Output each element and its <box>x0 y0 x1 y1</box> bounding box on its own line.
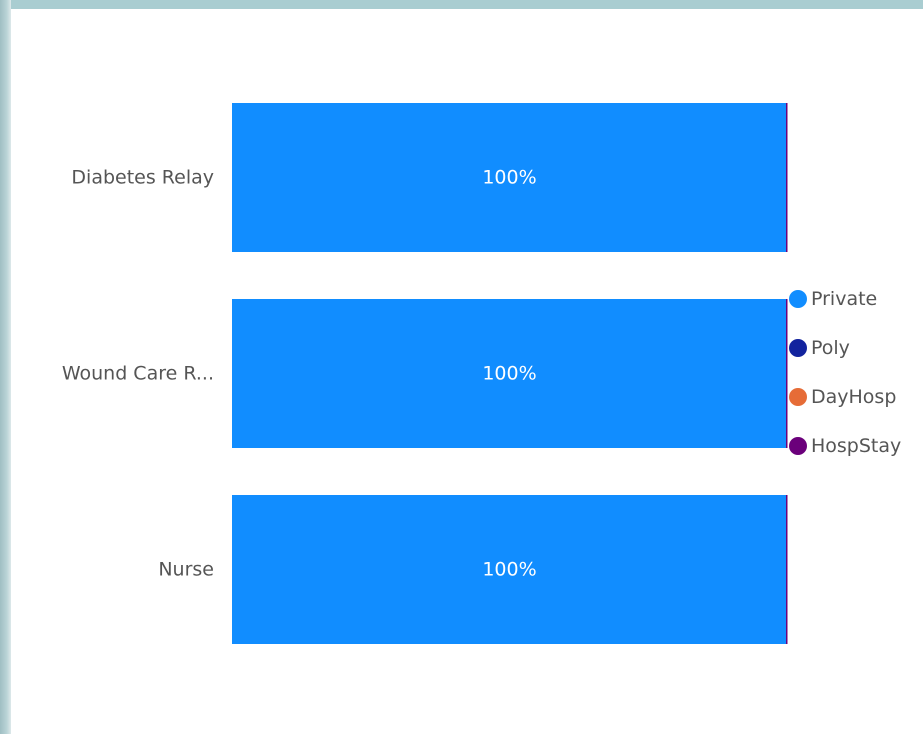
legend-marker-dayhosp <box>789 388 807 406</box>
legend-item-private[interactable]: Private <box>789 288 877 310</box>
bar-end-edge-diabetes-relay <box>786 103 788 252</box>
legend-marker-private <box>789 290 807 308</box>
bar-chart: 100% 100% 100% Diabetes Relay Wound Care R.… <box>62 103 901 644</box>
legend-label-dayhosp: DayHosp <box>811 386 896 408</box>
data-label-wound-care-r: 100% <box>482 363 536 385</box>
bar-private-nurse[interactable] <box>232 495 787 644</box>
bar-end-edge-wound-care-r <box>786 299 788 448</box>
legend-marker-hospstay <box>789 437 807 455</box>
legend-item-hospstay[interactable]: HospStay <box>789 435 901 457</box>
legend-label-private: Private <box>811 288 877 310</box>
legend-marker-poly <box>789 339 807 357</box>
bar-end-edge-nurse <box>786 495 788 644</box>
data-label-nurse: 100% <box>482 559 536 581</box>
legend-item-dayhosp[interactable]: DayHosp <box>789 386 896 408</box>
category-label-diabetes-relay: Diabetes Relay <box>71 167 214 189</box>
chart-area: 100% 100% 100% Diabetes Relay Wound Care R.… <box>11 9 923 734</box>
legend-label-poly: Poly <box>811 337 850 359</box>
category-label-wound-care-r: Wound Care R... <box>62 363 214 385</box>
top-border <box>0 0 923 9</box>
category-labels: Diabetes Relay Wound Care R... Nurse <box>62 167 214 581</box>
legend-label-hospstay: HospStay <box>811 435 901 457</box>
legend-item-poly[interactable]: Poly <box>789 337 850 359</box>
bar-private-diabetes-relay[interactable] <box>232 103 787 252</box>
data-label-diabetes-relay: 100% <box>482 167 536 189</box>
bars-layer: 100% 100% 100% <box>232 103 788 644</box>
category-label-nurse: Nurse <box>158 559 214 581</box>
bar-private-wound-care-r[interactable] <box>232 299 787 448</box>
legend[interactable]: Private Poly DayHosp HospStay <box>789 288 901 457</box>
left-border <box>0 0 11 734</box>
